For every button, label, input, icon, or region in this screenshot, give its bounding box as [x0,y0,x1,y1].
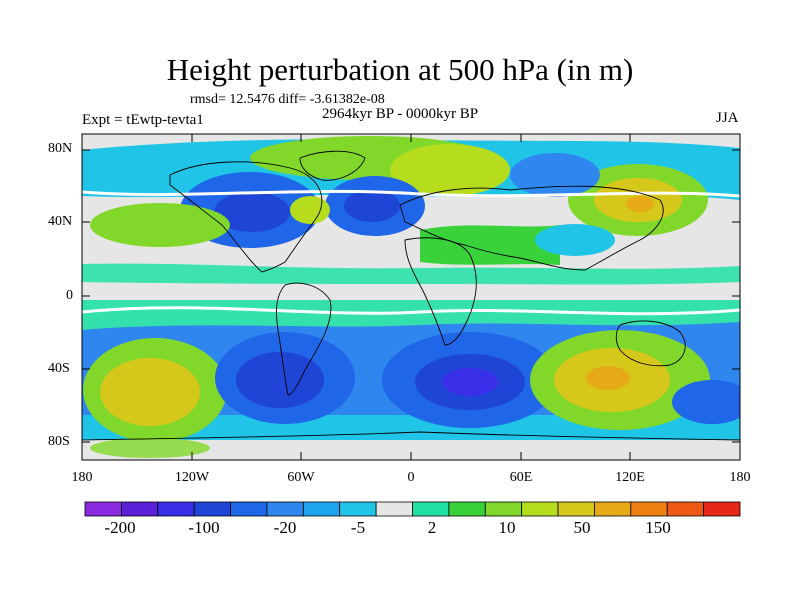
colorbar-box [266,501,304,517]
field-blob-labrador-yellowgreen [290,196,330,224]
lat-tick-label: 40N [48,214,73,229]
field-blob-siberia-blue [510,153,600,197]
field-antarctic [82,440,740,460]
lon-tick-label: 60W [287,470,315,485]
field-band-eurasia-green [420,225,560,265]
map-field [82,134,740,460]
colorbar-box [375,501,413,517]
field-blob-sepacific-blue [672,380,740,424]
lon-tick-label: 180 [729,470,751,485]
axis-ticks [82,134,740,460]
subtitle: 2964kyr BP - 0000kyr BP [322,106,479,122]
colorbar-box [230,501,268,517]
colorbar-box [703,501,741,517]
field-antarctic-green [90,438,210,458]
field-blob-natlantic-deep [344,190,400,222]
colorbar-label: -20 [273,518,297,537]
colorbar-box [412,501,450,517]
colorbar-box [157,501,195,517]
field-blob-spacific-yellow [100,358,200,426]
lat-tick-label: 0 [66,288,73,303]
coast-africa [404,237,477,346]
colorbar-label: -200 [104,518,136,537]
lon-tick-label: 0 [407,470,415,485]
lon-tick-label: 180 [71,470,93,485]
field-blob-nwpacific-orange [626,196,654,212]
coast-antarctica [82,431,740,441]
colorbar-label: 50 [573,518,591,537]
experiment-label: Expt = tEwtp-tevta1 [82,112,204,128]
field-blob-npacific-green [90,203,230,247]
season-label: JJA [716,110,739,126]
field-blob-europe-yellowgreen [390,144,510,196]
colorbar-label: 10 [498,518,516,537]
field-blob-asia-cyan [535,224,615,256]
colorbar-label: -100 [188,518,220,537]
field-blob-samerica-deep [236,352,324,408]
lon-tick-label: 60E [509,470,533,485]
lon-tick-label: 120W [174,470,210,485]
lat-tick-label: 80S [48,434,70,449]
field-blob-satlantic-core [442,368,498,396]
field-blob-sindian-orange [586,366,630,390]
colorbar [84,501,741,517]
contour-line-south [82,306,740,316]
colorbar-box [630,501,668,517]
colorbar-box [193,501,231,517]
field-band-tropics-teal [82,263,740,285]
colorbar-box [557,501,595,517]
coast-eurasia [399,185,664,271]
colorbar-box [84,501,122,517]
coast-australia [615,320,686,367]
lat-tick-label: 40S [48,361,70,376]
colorbar-box [448,501,486,517]
colorbar-label: -5 [350,518,366,537]
colorbar-label: 2 [427,518,437,537]
lon-tick-label: 120E [615,470,645,485]
colorbar-box [594,501,632,517]
field-blob-namerica-deep [214,192,290,232]
stats-line: rmsd= 12.5476 diff= -3.61382e-08 [190,92,385,107]
colorbar-label: 150 [645,518,671,537]
colorbar-box [339,501,377,517]
colorbar-box [521,501,559,517]
colorbar-box [484,501,523,517]
colorbar-box [302,501,341,517]
coast-north-america [169,161,323,273]
coast-south-america [276,282,332,396]
coastlines [82,150,740,441]
colorbar-box [120,501,159,517]
plot-title: Height perturbation at 500 hPa (in m) [166,52,634,87]
colorbar-box [666,501,705,517]
lat-tick-label: 80N [48,141,73,156]
coast-greenland [299,150,366,181]
